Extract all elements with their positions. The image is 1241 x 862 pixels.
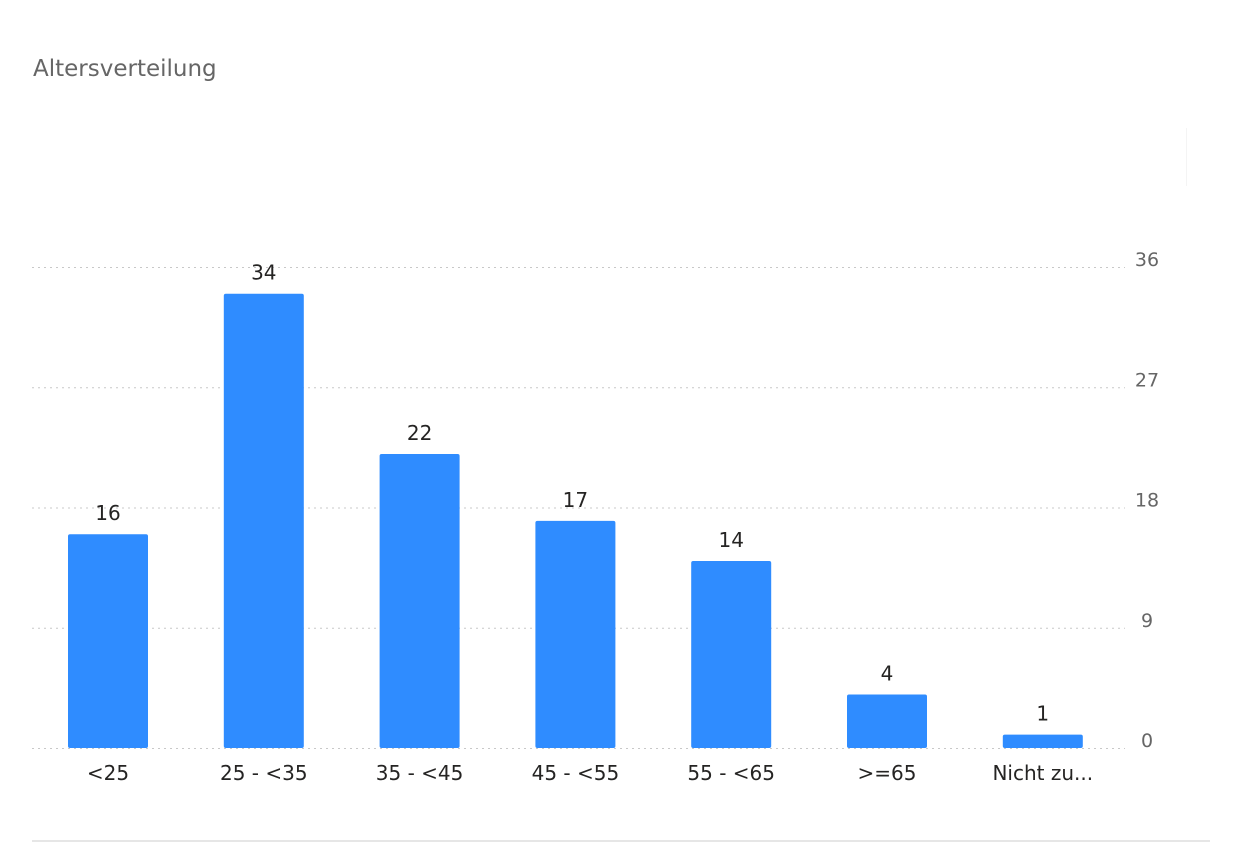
bars (68, 293, 1083, 748)
chart-title: Altersverteilung (33, 56, 217, 82)
x-tick-label: 55 - <65 (687, 761, 775, 785)
data-label: 14 (718, 528, 743, 552)
bar (223, 293, 304, 748)
x-tick-label: 35 - <45 (376, 761, 464, 785)
bar (1002, 734, 1083, 748)
y-tick-label: 0 (1141, 730, 1153, 752)
bar (847, 694, 927, 748)
x-tick-label: Nicht zu... (992, 761, 1093, 785)
y-axis-labels: 0 9 18 27 36 (1135, 249, 1159, 752)
bottom-divider (32, 840, 1210, 842)
data-label: 16 (95, 501, 120, 525)
y-tick-label: 36 (1135, 249, 1159, 271)
x-tick-label: <25 (87, 761, 129, 785)
data-label: 1 (1036, 702, 1049, 726)
data-label: 4 (881, 662, 894, 686)
x-tick-label: >=65 (858, 761, 917, 785)
y-tick-label: 27 (1135, 369, 1159, 391)
divider (1186, 128, 1187, 186)
y-tick-label: 9 (1141, 610, 1153, 632)
data-label: 22 (407, 421, 432, 445)
data-labels: 16 34 22 17 14 4 1 (95, 261, 1049, 726)
bar (691, 560, 772, 748)
y-tick-label: 18 (1135, 490, 1159, 512)
data-label: 34 (251, 261, 276, 285)
data-label: 17 (563, 488, 588, 512)
bar (535, 520, 616, 748)
x-tick-label: 25 - <35 (220, 761, 308, 785)
x-tick-label: 45 - <55 (532, 761, 620, 785)
bar (68, 534, 148, 748)
bar (379, 454, 460, 748)
x-axis-labels: <25 25 - <35 35 - <45 45 - <55 55 - <65 >=65 N… (87, 761, 1093, 785)
